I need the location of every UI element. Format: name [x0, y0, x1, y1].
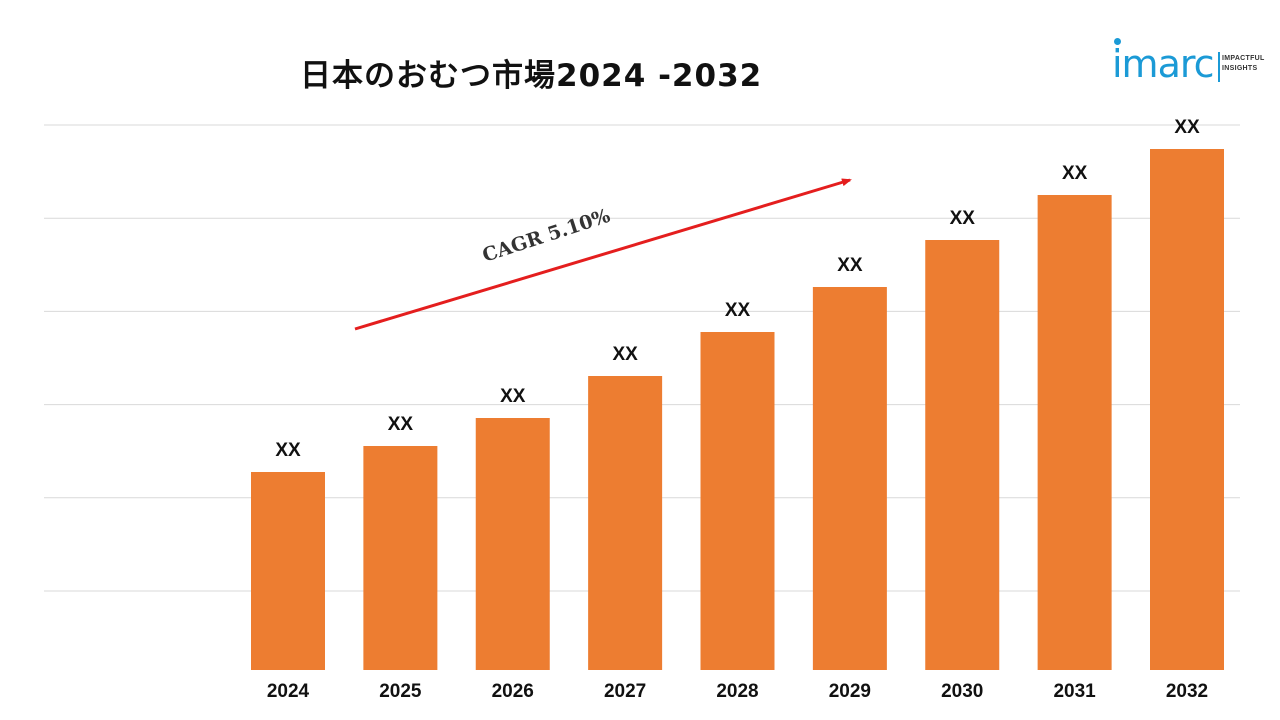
bar-2027	[588, 376, 663, 670]
logo-divider	[1218, 52, 1220, 82]
data-label-2032: XX	[1174, 117, 1200, 138]
cagr-annotation: CAGR 5.10%	[354, 178, 852, 331]
imarc-logo: imarc IMPACTFUL INSIGHTS	[1110, 36, 1270, 92]
logo-tagline: IMPACTFUL INSIGHTS	[1222, 54, 1265, 74]
bar-2030	[925, 240, 1000, 670]
bar-2025	[363, 446, 438, 670]
data-label-2031: XX	[1062, 163, 1088, 184]
x-tick-label-2029: 2029	[829, 681, 871, 702]
x-tick-label-2024: 2024	[267, 681, 310, 702]
x-axis-tick-labels: 2024 2025 2026 2027 2028 2029 2030 2031 2032	[267, 681, 1208, 702]
logo-dot-icon	[1114, 38, 1121, 45]
data-label-2026: XX	[500, 386, 526, 407]
x-tick-label-2027: 2027	[604, 681, 646, 702]
x-tick-label-2032: 2032	[1166, 681, 1208, 702]
growth-arrow	[354, 178, 852, 331]
data-label-2027: XX	[612, 344, 638, 365]
bar-2031	[1037, 195, 1112, 670]
logo-tagline-line2: INSIGHTS	[1222, 65, 1258, 72]
bar-2029	[812, 287, 887, 670]
bar-2024	[251, 472, 325, 670]
data-label-2028: XX	[725, 300, 751, 321]
x-tick-label-2025: 2025	[379, 681, 422, 702]
data-label-2024: XX	[275, 440, 301, 461]
data-label-2025: XX	[388, 414, 414, 435]
x-tick-label-2028: 2028	[716, 681, 758, 702]
x-tick-label-2030: 2030	[941, 681, 983, 702]
logo-wordmark: imarc	[1112, 42, 1215, 86]
data-label-2030: XX	[950, 208, 976, 229]
x-tick-label-2031: 2031	[1053, 681, 1096, 702]
x-tick-label-2026: 2026	[492, 681, 534, 702]
data-labels: XX XX XX XX XX XX XX XX XX	[275, 117, 1200, 461]
bar-2026	[475, 418, 550, 670]
data-label-2029: XX	[837, 255, 863, 276]
bars	[251, 149, 1224, 670]
bar-2032	[1150, 149, 1224, 670]
bar-2028	[700, 332, 775, 670]
chart-title: 日本のおむつ市場2024 -2032	[300, 58, 763, 94]
logo-tagline-line1: IMPACTFUL	[1222, 55, 1265, 62]
